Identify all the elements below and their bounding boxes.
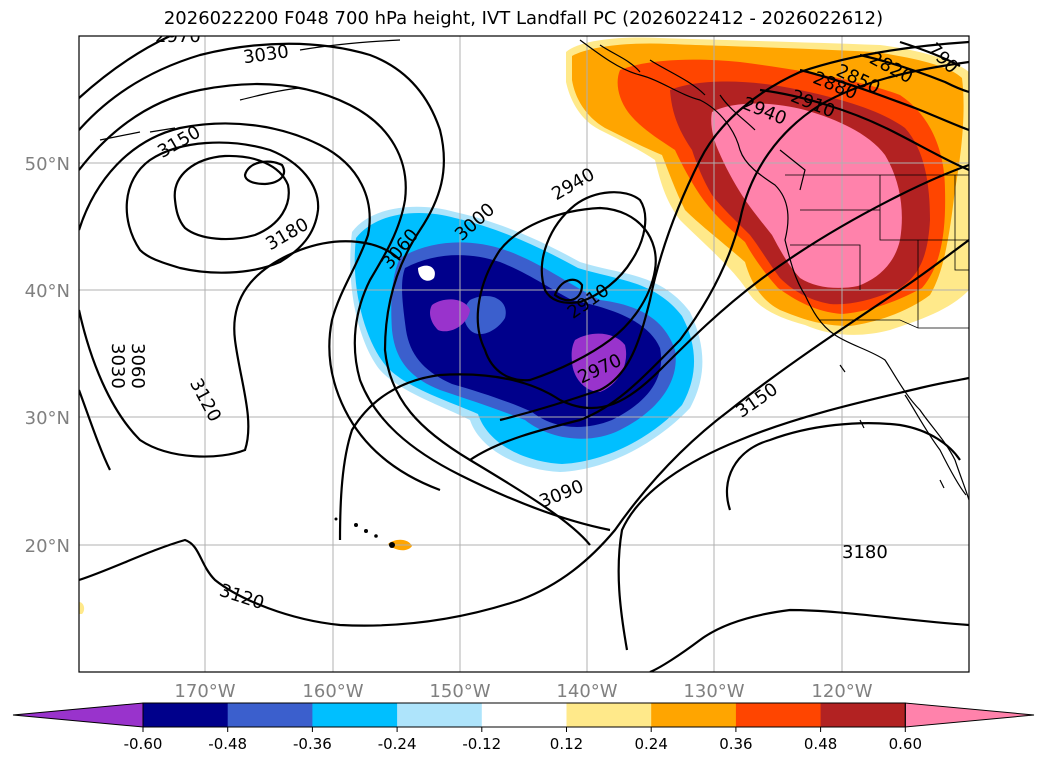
- colorbar-extend-left: [12, 702, 144, 728]
- colorbar-cells: [12, 702, 1035, 728]
- colorbar-tick-label: -0.12: [462, 735, 501, 753]
- colorbar-tick-label: 0.36: [719, 735, 752, 753]
- colorbar-tick-label: 0.48: [804, 735, 837, 753]
- colorbar-cell: [820, 703, 906, 727]
- lon-label-150w: 150°W: [429, 681, 490, 702]
- colorbar-cell: [481, 703, 567, 727]
- colorbar: -0.60 -0.48 -0.36 -0.24 -0.12 0.12 0.24 0.36 0.4…: [12, 702, 1035, 753]
- colorbar-tick-label: -0.24: [378, 735, 417, 753]
- map-title: 2026022200 F048 700 hPa height, IVT Land…: [163, 8, 884, 29]
- lon-label-130w: 130°W: [683, 681, 744, 702]
- colorbar-extend-right: [904, 702, 1035, 728]
- lon-label-160w: 160°W: [302, 681, 363, 702]
- lon-label-120w: 120°W: [811, 681, 872, 702]
- colorbar-tick-label: -0.36: [293, 735, 332, 753]
- longitude-labels: 170°W 160°W 150°W 140°W 130°W 120°W: [174, 681, 872, 702]
- colorbar-tick-label: 0.60: [889, 735, 922, 753]
- contour-label: 2970: [155, 26, 201, 47]
- colorbar-cell: [735, 703, 822, 727]
- contour-label: 3060: [127, 343, 148, 389]
- hawaii-islands: [334, 517, 395, 548]
- latitude-labels: 50°N 40°N 30°N 20°N: [25, 154, 70, 557]
- lat-label-50: 50°N: [25, 154, 70, 175]
- colorbar-cell: [227, 703, 313, 727]
- lat-label-30: 30°N: [25, 408, 70, 429]
- lon-label-140w: 140°W: [556, 681, 617, 702]
- map-area: 2970 3030 3150 3180 3060 3000 2940 2910 …: [79, 26, 969, 672]
- political-borders: [785, 174, 969, 329]
- colorbar-tick-label: 0.24: [634, 735, 667, 753]
- colorbar-tick-label: 0.12: [550, 735, 583, 753]
- map-frame: [78, 35, 970, 673]
- contour-label: 3180: [842, 542, 888, 563]
- colorbar-cell: [651, 703, 737, 727]
- colorbar-tick-label: -0.48: [208, 735, 247, 753]
- colorbar-cell: [312, 703, 398, 727]
- colorbar-cell: [143, 703, 229, 727]
- colorbar-ticks: -0.60 -0.48 -0.36 -0.24 -0.12 0.12 0.24 0.36 0.4…: [124, 727, 922, 753]
- colorbar-tick-label: -0.60: [124, 735, 163, 753]
- contour-label: 3030: [107, 343, 128, 389]
- lon-label-170w: 170°W: [174, 681, 235, 702]
- negative-ivt-shading: [350, 206, 703, 473]
- colorbar-cell: [566, 703, 652, 727]
- lat-label-40: 40°N: [25, 281, 70, 302]
- colorbar-cell: [397, 703, 483, 727]
- lat-label-20: 20°N: [25, 536, 70, 557]
- colorbar-outline: [142, 702, 906, 728]
- height-contours: [79, 36, 969, 672]
- positive-ivt-shading: [79, 37, 969, 614]
